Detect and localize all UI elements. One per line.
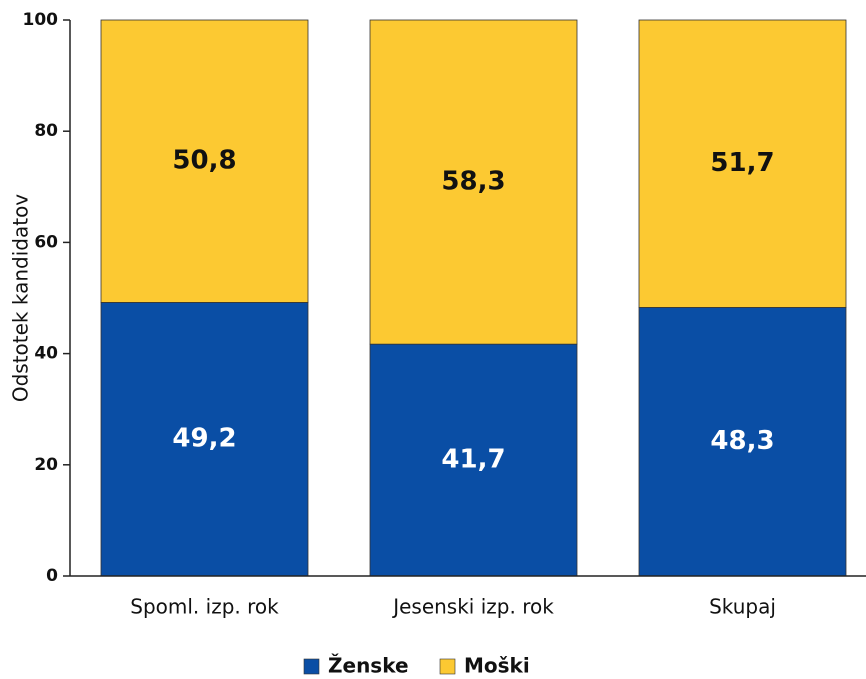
x-tick-label: Skupaj (709, 595, 776, 619)
y-tick-label: 60 (34, 232, 58, 252)
data-label: 58,3 (441, 167, 505, 197)
bar-segment (638, 19, 847, 308)
bar-segment (369, 343, 578, 577)
y-axis-label: Odstotek kandidatov (9, 194, 33, 402)
bar-segment (100, 19, 309, 303)
y-tick-label: 20 (34, 455, 58, 475)
data-label: 50,8 (172, 146, 236, 176)
legend-swatch (439, 658, 456, 675)
data-label: 49,2 (172, 424, 236, 454)
legend-label: Ženske (328, 654, 409, 678)
bar-segment (100, 302, 309, 577)
bar-segment (638, 307, 847, 577)
y-tick-label: 100 (23, 10, 59, 30)
x-tick-label: Spoml. izp. rok (130, 595, 279, 619)
y-tick-label: 40 (34, 344, 58, 364)
legend-swatch (303, 658, 320, 675)
x-tick-label: Jesenski izp. rok (391, 595, 554, 619)
bar-segment (369, 19, 578, 345)
y-tick-label: 0 (46, 566, 58, 586)
data-label: 48,3 (710, 426, 774, 456)
legend-label: Moški (464, 654, 530, 678)
data-label: 41,7 (441, 445, 505, 475)
data-label: 51,7 (710, 148, 774, 178)
y-tick-label: 80 (34, 121, 58, 141)
